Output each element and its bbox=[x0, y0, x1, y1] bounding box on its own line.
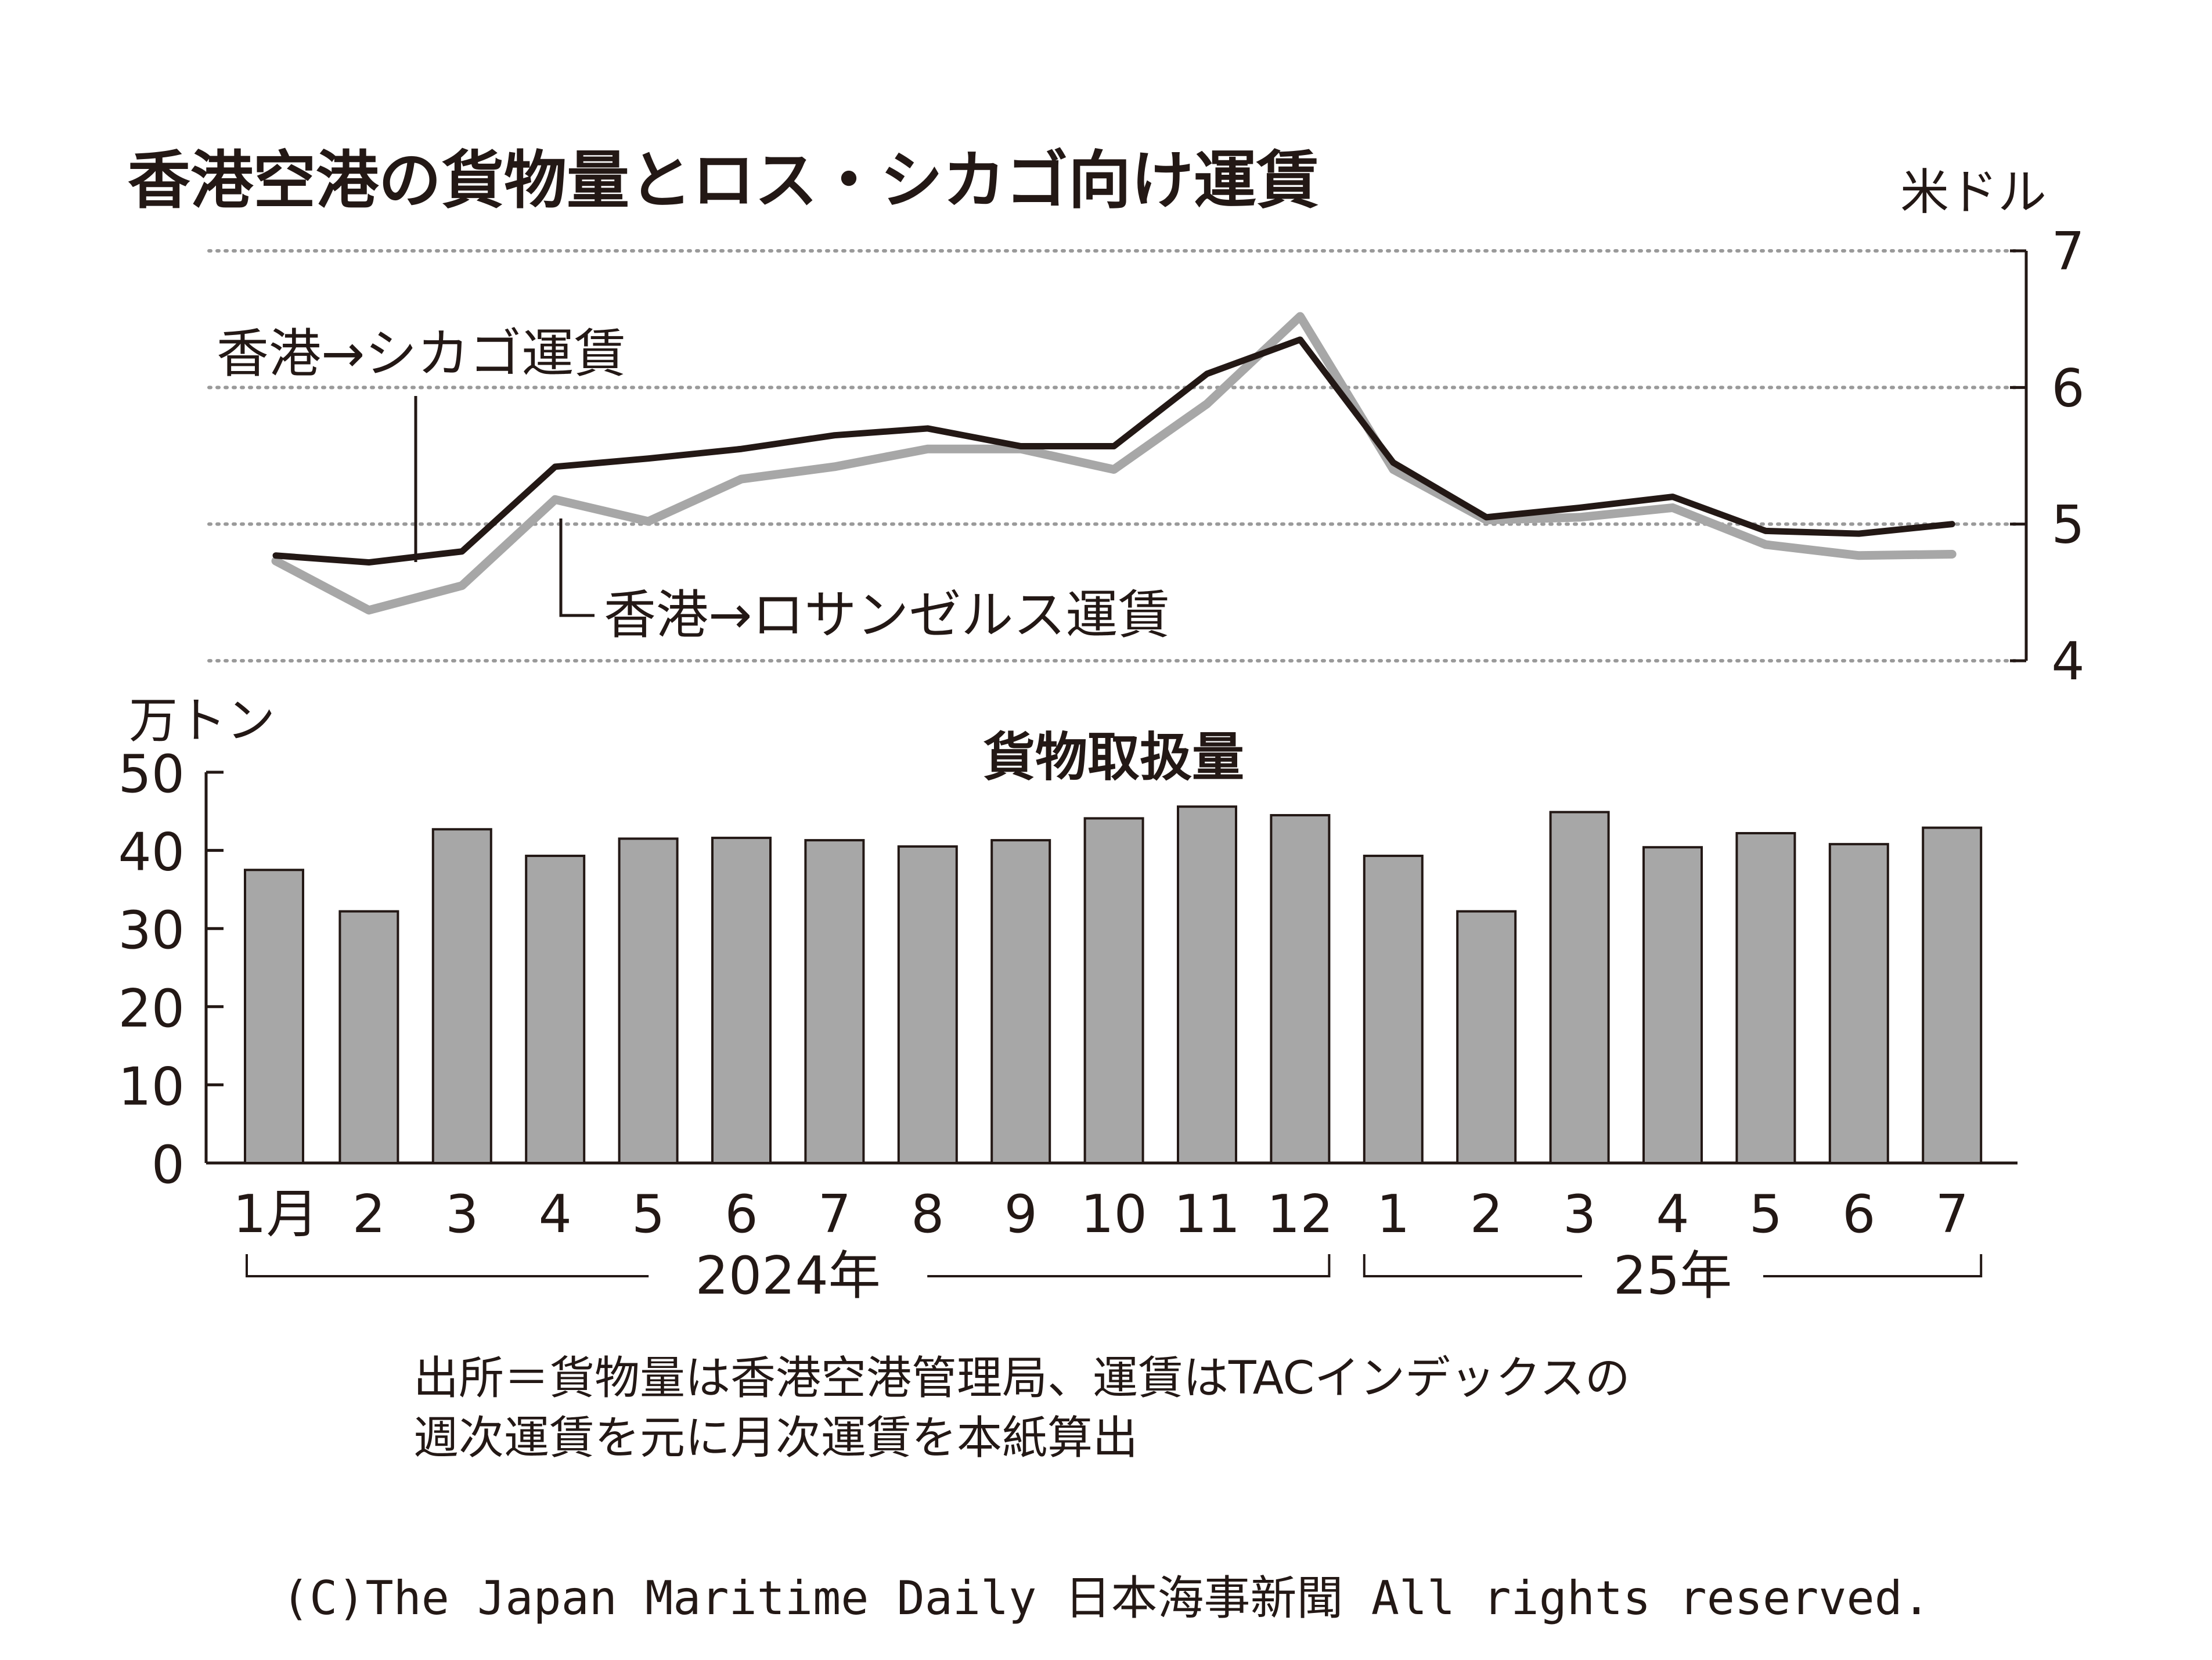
source-note-line-1: 出所＝貨物量は香港空港管理局、運賃はTACインデックスの bbox=[413, 1352, 1630, 1405]
series-label-la: 香港→ロサンゼルス運賃 bbox=[604, 585, 1170, 646]
x-tick-label-6: 6 bbox=[725, 1184, 758, 1245]
x-tick-label-11: 11 bbox=[1174, 1184, 1241, 1245]
cargo-x-labels: 1月 2 3 4 5 6 7 8 9 10 11 12 1 2 3 4 5 6 7 bbox=[233, 1184, 1968, 1245]
bar-7 bbox=[804, 839, 865, 1165]
x-tick-label-17: 5 bbox=[1749, 1184, 1782, 1245]
x-tick-label-2: 2 bbox=[352, 1184, 386, 1245]
bar-10 bbox=[1083, 817, 1144, 1164]
fare-axis-unit: 米ドル bbox=[1900, 164, 2047, 221]
bar-5 bbox=[618, 837, 679, 1165]
x-tick-label-5: 5 bbox=[632, 1184, 665, 1245]
bar-8 bbox=[897, 845, 958, 1164]
x-tick-label-10: 10 bbox=[1080, 1184, 1147, 1245]
cargo-tick-label-40: 40 bbox=[118, 822, 185, 883]
year-bracket-2 bbox=[1363, 1254, 1983, 1277]
x-tick-label-8: 8 bbox=[911, 1184, 944, 1245]
x-tick-label-7: 7 bbox=[818, 1184, 851, 1245]
fare-tick-label-4: 4 bbox=[2051, 631, 2084, 692]
x-tick-label-1: 1月 bbox=[233, 1184, 318, 1245]
fare-tick-label-6: 6 bbox=[2051, 358, 2084, 419]
cargo-tick-label-10: 10 bbox=[118, 1056, 185, 1117]
bar-18 bbox=[1828, 842, 1889, 1165]
cargo-tick-label-20: 20 bbox=[118, 978, 185, 1039]
x-tick-label-16: 4 bbox=[1656, 1184, 1689, 1245]
cargo-bars bbox=[244, 805, 1983, 1165]
fare-y-axis: 7 6 5 4 bbox=[2010, 221, 2085, 692]
year-label-2: 25年 bbox=[1613, 1245, 1732, 1306]
bar-chart-title: 貨物取扱量 bbox=[983, 727, 1244, 788]
bar-3 bbox=[431, 828, 492, 1165]
copyright-notice: (C)The Japan Maritime Daily 日本海事新聞 All r… bbox=[282, 1571, 1930, 1625]
cargo-tick-label-50: 50 bbox=[118, 744, 185, 805]
series-line-chicago bbox=[272, 336, 1955, 566]
x-tick-label-14: 2 bbox=[1470, 1184, 1503, 1245]
cargo-tick-label-0: 0 bbox=[152, 1135, 185, 1196]
year-groups: 2024年 25年 bbox=[246, 1245, 1983, 1306]
bar-17 bbox=[1735, 831, 1796, 1165]
bar-13 bbox=[1363, 855, 1424, 1164]
fare-series bbox=[271, 312, 1957, 615]
bar-11 bbox=[1177, 805, 1237, 1164]
bar-axis-unit: 万トン bbox=[129, 692, 275, 749]
bar-6 bbox=[711, 837, 772, 1164]
fare-gridlines bbox=[207, 249, 2022, 662]
year-bracket-1 bbox=[246, 1254, 1331, 1277]
bar-9 bbox=[990, 839, 1051, 1165]
chart-title: 香港空港の貨物量とロス・シカゴ向け運賃 bbox=[128, 145, 1319, 217]
bar-16 bbox=[1642, 846, 1703, 1164]
bar-12 bbox=[1270, 814, 1331, 1164]
x-tick-label-13: 1 bbox=[1377, 1184, 1410, 1245]
x-tick-label-9: 9 bbox=[1004, 1184, 1037, 1245]
x-tick-label-18: 6 bbox=[1842, 1184, 1875, 1245]
fare-line-chart: 米ドル 7 6 5 4 香港→シカゴ運賃 香港→ロサンゼルス運賃 bbox=[207, 164, 2085, 692]
bar-14 bbox=[1456, 910, 1517, 1164]
fare-tick-label-7: 7 bbox=[2051, 221, 2084, 282]
x-tick-label-19: 7 bbox=[1936, 1184, 1969, 1245]
cargo-tick-label-30: 30 bbox=[118, 900, 185, 961]
x-tick-label-4: 4 bbox=[539, 1184, 572, 1245]
x-tick-label-15: 3 bbox=[1563, 1184, 1596, 1245]
bar-15 bbox=[1549, 811, 1610, 1164]
bar-19 bbox=[1922, 826, 1983, 1165]
source-note-line-2: 週次運賃を元に月次運賃を本紙算出 bbox=[413, 1412, 1138, 1464]
series-label-chicago: 香港→シカゴ運賃 bbox=[217, 323, 626, 384]
leader-line-la bbox=[559, 518, 595, 617]
x-tick-label-3: 3 bbox=[445, 1184, 478, 1245]
bar-1 bbox=[244, 869, 304, 1164]
fare-tick-label-5: 5 bbox=[2051, 495, 2084, 556]
bar-2 bbox=[338, 910, 399, 1164]
series-line-la bbox=[271, 312, 1957, 615]
year-label-1: 2024年 bbox=[696, 1245, 881, 1306]
x-tick-label-12: 12 bbox=[1267, 1184, 1334, 1245]
bar-4 bbox=[525, 855, 586, 1164]
